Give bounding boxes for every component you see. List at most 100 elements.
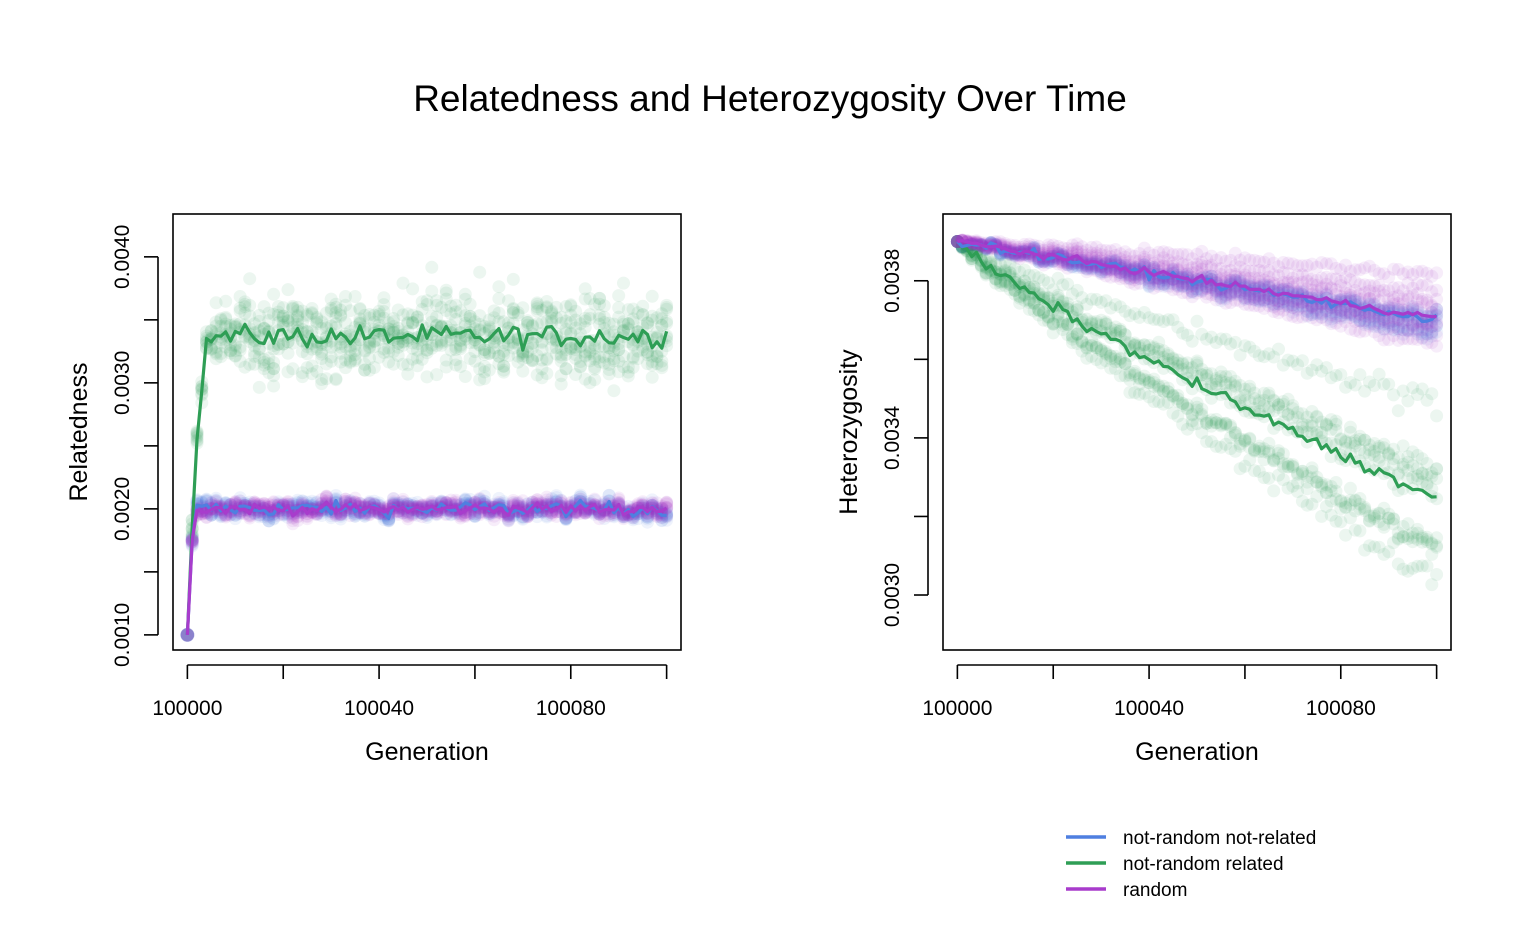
replicate-point [607, 509, 621, 523]
replicate-point [641, 515, 654, 529]
replicate-point [449, 343, 463, 356]
replicate-point [233, 290, 247, 303]
replicate-point [262, 514, 276, 528]
replicate-point [1272, 444, 1285, 458]
x-tick-label: 100000 [152, 697, 222, 720]
replicate-point [420, 510, 434, 524]
replicate-point [295, 370, 309, 384]
replicate-point [549, 491, 563, 505]
heterozygosity-panel: 100000 100040 100080Generation0.00300.0034… [835, 213, 1452, 766]
replicate-point [602, 363, 616, 376]
replicate-point [367, 494, 381, 508]
replicate-point [300, 361, 314, 375]
replicate-point [319, 318, 333, 332]
replicate-point [358, 509, 372, 523]
replicate-point [449, 358, 463, 372]
replicate-point [1343, 511, 1357, 525]
replicate-point [410, 495, 424, 509]
replicate-point [276, 337, 290, 351]
page-title: Relatedness and Heterozygosity Over Time [413, 78, 1127, 119]
replicate-point [588, 493, 602, 507]
replicate-point [621, 317, 635, 331]
replicate-point [281, 365, 295, 379]
replicate-point [521, 314, 535, 328]
replicate-point [410, 310, 424, 324]
replicate-point [593, 355, 606, 369]
replicate-point [200, 493, 213, 507]
replicate-point [387, 492, 400, 506]
replicate-point [506, 341, 520, 355]
replicate-point [329, 300, 343, 314]
replicate-point [377, 291, 391, 305]
x-tick-label: 100040 [344, 697, 414, 720]
replicate-point [382, 341, 396, 355]
replicate-point [396, 276, 410, 290]
replicate-point [329, 310, 343, 324]
replicate-point [1415, 452, 1429, 466]
y-tick-label: 0.0030 [111, 351, 134, 415]
replicate-point [329, 491, 343, 505]
replicate-point [602, 488, 616, 502]
replicate-point [410, 351, 424, 365]
replicate-point [1430, 409, 1444, 423]
replicate-point [219, 320, 233, 333]
replicate-point [358, 363, 372, 377]
replicate-point [1353, 524, 1367, 538]
replicate-point [358, 345, 372, 359]
replicate-point [358, 363, 372, 377]
replicate-point [209, 494, 223, 508]
replicate-point [363, 341, 376, 355]
replicate-point [454, 360, 467, 373]
replicate-point [583, 340, 597, 354]
replicate-point [329, 489, 343, 502]
replicate-point [286, 362, 300, 376]
replicate-point [631, 344, 645, 358]
replicate-point [439, 283, 453, 297]
replicate-point [1272, 342, 1285, 356]
replicate-point [214, 312, 228, 326]
replicate-point [391, 500, 405, 514]
replicate-point [262, 514, 276, 528]
replicate-point [353, 316, 367, 330]
replicate-point [521, 316, 535, 329]
replicate-point [645, 289, 659, 303]
replicate-point [1425, 387, 1439, 401]
replicate-point [545, 492, 559, 506]
replicate-point [617, 349, 630, 363]
replicate-point [497, 365, 511, 379]
replicate-point [559, 322, 573, 336]
y-tick-label: 0.0040 [111, 225, 134, 289]
replicate-point [540, 510, 554, 524]
replicate-point [1372, 450, 1386, 464]
replicate-point [243, 309, 257, 323]
replicate-point [339, 335, 352, 349]
replicate-point [281, 283, 295, 297]
replicate-point [343, 355, 357, 369]
replicate-point [204, 324, 218, 338]
replicate-point [276, 301, 290, 315]
replicate-point [516, 301, 530, 315]
replicate-point [200, 494, 213, 508]
replicate-point [641, 510, 654, 524]
replicate-point [434, 494, 448, 508]
replicate-point [420, 370, 434, 384]
replicate-point [655, 361, 669, 375]
replicate-point [200, 492, 213, 506]
replicate-point [1430, 462, 1444, 476]
replicate-point [468, 509, 482, 523]
replicate-point [655, 514, 669, 528]
replicate-point [425, 284, 439, 298]
replicate-point [636, 308, 650, 322]
replicate-point [612, 343, 626, 356]
replicate-point [525, 353, 539, 366]
replicate-point [641, 510, 654, 524]
replicate-point [243, 298, 257, 312]
replicate-point [348, 508, 362, 522]
replicate-point [478, 360, 491, 373]
replicate-point [1430, 568, 1444, 581]
replicate-point [1190, 314, 1204, 328]
replicate-point [267, 379, 281, 393]
replicate-point [391, 506, 405, 520]
replicate-point [468, 509, 482, 523]
